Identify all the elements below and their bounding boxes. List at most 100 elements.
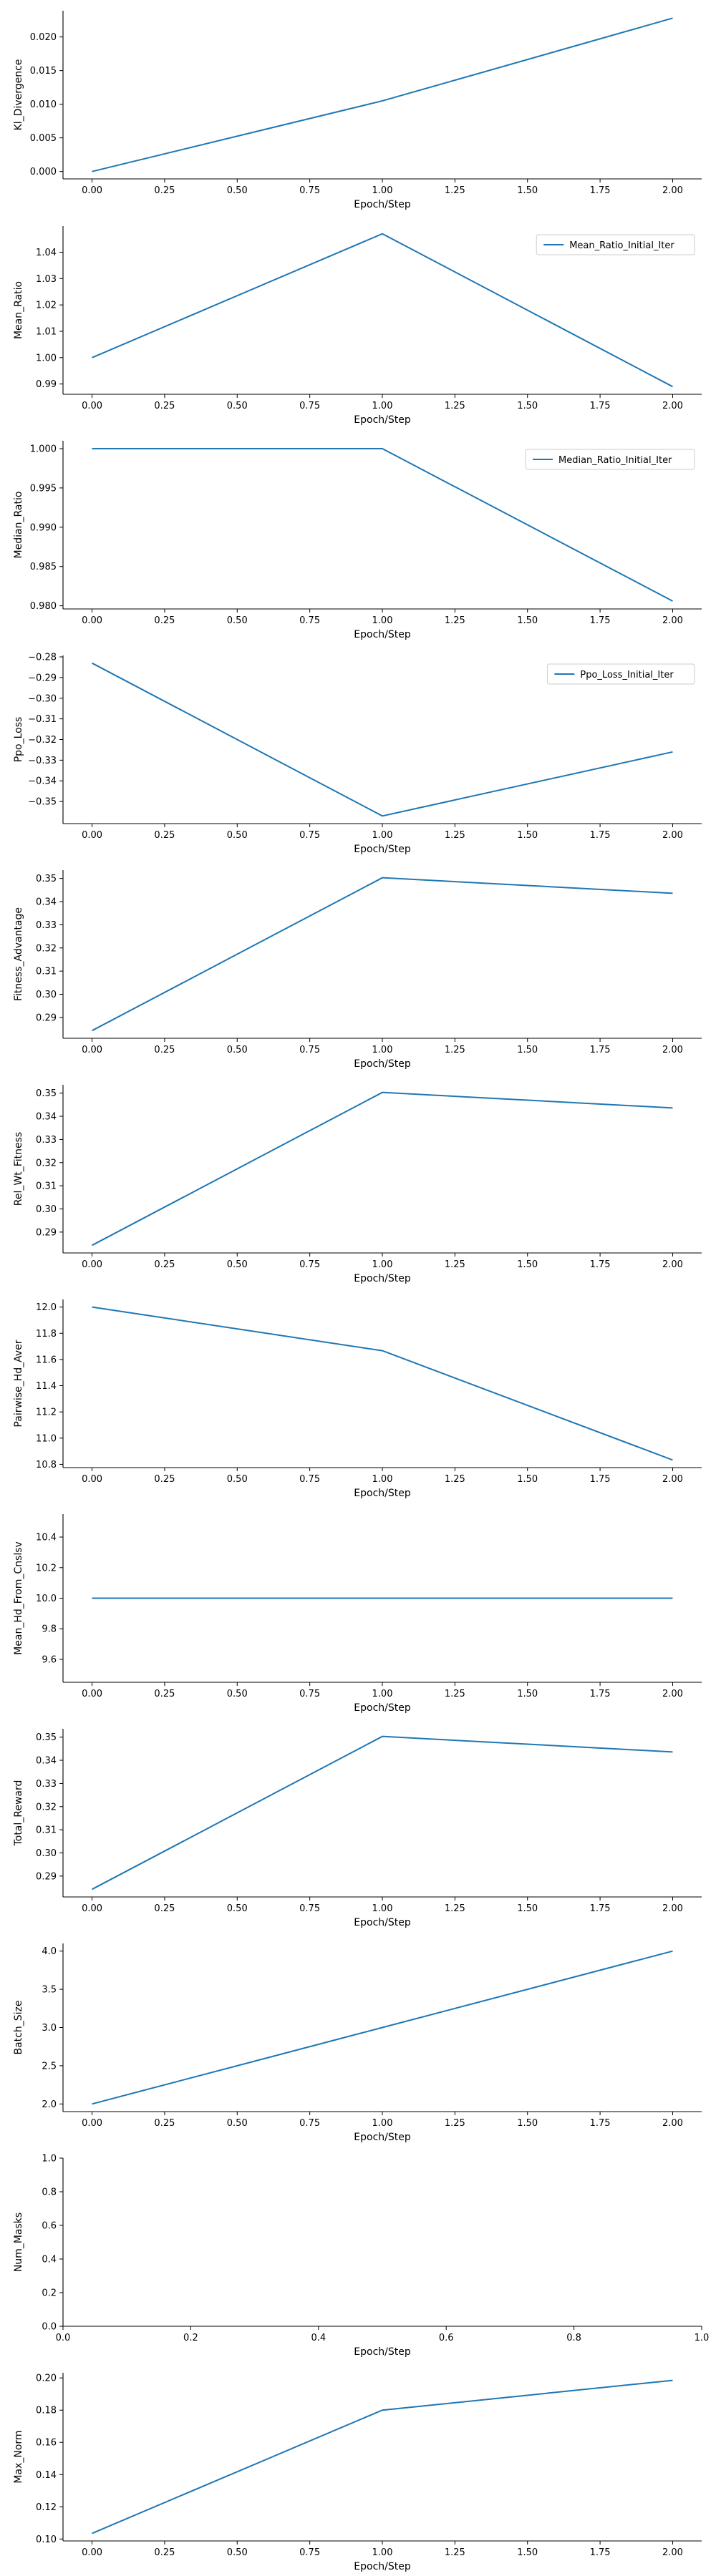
y-tick-label: 4.0 [42, 1946, 57, 1957]
y-tick-label: 11.4 [36, 1381, 57, 1392]
x-tick-label: 2.00 [662, 185, 683, 196]
y-tick-label: 0.30 [36, 990, 57, 1000]
chart-11: 0.0 0.2 0.4 0.6 0.8 1.0 0.0 0.2 0.4 0.6 0.8 1.0 Epoc… [13, 2154, 709, 2358]
chart-4: 0.00 0.25 0.50 0.75 1.00 1.25 1.50 1.75 2.00 −0.3… [13, 653, 702, 855]
x-tick-label: 1.50 [517, 2547, 538, 2558]
x-tick-label: 0.50 [227, 615, 248, 626]
x-tick-label: 0.75 [299, 615, 320, 626]
x-tick-label: 0.00 [82, 830, 102, 841]
y-tick-label: −0.30 [28, 693, 57, 704]
x-tick-label: 1.50 [517, 1903, 538, 1914]
y-tick-label: 0.34 [36, 1112, 57, 1123]
y-tick-label: 0.12 [36, 2502, 57, 2513]
x-tick-label: 0.50 [227, 2118, 248, 2129]
y-tick-label: 0.29 [36, 1871, 57, 1882]
y-tick-label: −0.29 [28, 673, 57, 683]
x-axis-label: Epoch/Step [354, 2132, 411, 2143]
legend-label: Median_Ratio_Initial_Iter [558, 455, 672, 466]
chart-10: 0.00 0.25 0.50 0.75 1.00 1.25 1.50 1.75 2.00 2.0 2… [13, 1943, 702, 2143]
x-tick-label: 0.25 [154, 1259, 175, 1270]
x-tick-label: 0.75 [299, 830, 320, 841]
y-tick-label: 10.2 [36, 1563, 57, 1574]
x-tick-label: 0.50 [227, 2547, 248, 2558]
x-tick-label: 0.75 [299, 1903, 320, 1914]
y-tick-label: −0.35 [28, 797, 57, 808]
x-tick-label: 1.25 [445, 401, 465, 411]
chart-1: 0.00 0.25 0.50 0.75 1.00 1.25 1.50 1.75 2.00 0.00… [13, 11, 702, 210]
x-axis-label: Epoch/Step [354, 2561, 411, 2572]
y-tick-label: 0.33 [36, 1135, 57, 1146]
y-tick-label: 1.000 [30, 444, 57, 454]
y-tick-label: 0.35 [36, 874, 57, 884]
y-tick-label: 11.8 [36, 1329, 57, 1340]
x-tick-label: 0.00 [82, 2547, 102, 2558]
x-tick-label: 0.0 [56, 2333, 71, 2343]
x-tick-label: 0.00 [82, 2118, 102, 2129]
y-tick-label: 10.0 [36, 1594, 57, 1604]
y-tick-label: 0.980 [30, 601, 57, 612]
series-line [92, 447, 673, 602]
x-tick-label: 0.50 [227, 830, 248, 841]
x-tick-label: 0.25 [154, 1689, 175, 1699]
x-tick-label: 0.50 [227, 1259, 248, 1270]
legend-box [546, 663, 695, 685]
y-tick-label: 0.31 [36, 1825, 57, 1836]
x-axis-label: Epoch/Step [354, 1488, 411, 1499]
x-tick-label: 0.00 [82, 1903, 102, 1914]
y-tick-label: 0.2 [42, 2288, 57, 2299]
y-tick-label: 0.20 [36, 2373, 57, 2384]
x-axis-label: Epoch/Step [354, 199, 411, 210]
y-tick-label: 12.0 [36, 1302, 57, 1313]
legend-box [536, 234, 695, 255]
x-tick-label: 1.00 [372, 401, 393, 411]
y-tick-label: 0.015 [30, 66, 57, 77]
y-tick-label: 0.32 [36, 1802, 57, 1813]
x-tick-label: 0.50 [227, 185, 248, 196]
legend-label: Ppo_Loss_Initial_Iter [580, 670, 674, 680]
legend-label: Mean_Ratio_Initial_Iter [569, 240, 674, 251]
y-tick-label: 1.04 [36, 248, 57, 258]
y-tick-label: 0.29 [36, 1227, 57, 1238]
legend-box [525, 449, 695, 470]
y-tick-label: 11.2 [36, 1407, 57, 1418]
y-tick-label: 0.99 [36, 379, 57, 390]
y-tick-label: 2.0 [42, 2099, 57, 2110]
x-tick-label: 0.8 [566, 2333, 581, 2343]
x-tick-label: 0.00 [82, 1045, 102, 1055]
y-tick-label: 0.005 [30, 133, 57, 144]
x-tick-label: 0.25 [154, 185, 175, 196]
y-axis-label: Kl_Divergence [13, 59, 24, 131]
x-tick-label: 0.25 [154, 615, 175, 626]
y-tick-label: 2.5 [42, 2061, 57, 2072]
x-tick-label: 0.25 [154, 2547, 175, 2558]
x-tick-label: 0.00 [82, 1474, 102, 1485]
chart-6: 0.00 0.25 0.50 0.75 1.00 1.25 1.50 1.75 2.00 0.29… [13, 1085, 702, 1284]
x-tick-label: 2.00 [662, 401, 683, 411]
x-tick-label: 0.25 [154, 2118, 175, 2129]
y-tick-label: 0.34 [36, 897, 57, 908]
y-axis-label: Batch_Size [13, 2001, 24, 2055]
y-tick-label: 0.32 [36, 1158, 57, 1169]
x-tick-label: 1.75 [590, 185, 611, 196]
y-tick-label: 10.8 [36, 1460, 57, 1470]
x-tick-label: 1.00 [372, 1045, 393, 1055]
y-tick-label: 0.000 [30, 167, 57, 177]
x-tick-label: 0.25 [154, 1045, 175, 1055]
x-axis-label: Epoch/Step [354, 1702, 411, 1714]
x-tick-label: 0.00 [82, 1689, 102, 1699]
y-tick-label: 0.14 [36, 2470, 57, 2481]
x-tick-label: 0.25 [154, 1474, 175, 1485]
x-tick-label: 0.75 [299, 2118, 320, 2129]
y-tick-label: 0.020 [30, 32, 57, 43]
y-tick-label: 0.16 [36, 2438, 57, 2449]
x-tick-label: 0.00 [82, 401, 102, 411]
x-tick-label: 0.2 [183, 2333, 198, 2343]
series-line [92, 1091, 673, 1246]
x-tick-label: 1.0 [695, 2333, 710, 2343]
y-tick-label: 1.0 [42, 2154, 57, 2165]
series-line [92, 877, 673, 1032]
x-tick-label: 0.50 [227, 1689, 248, 1699]
x-tick-label: 1.75 [590, 1689, 611, 1699]
x-tick-label: 1.25 [445, 1259, 465, 1270]
y-tick-label: −0.34 [28, 776, 57, 787]
